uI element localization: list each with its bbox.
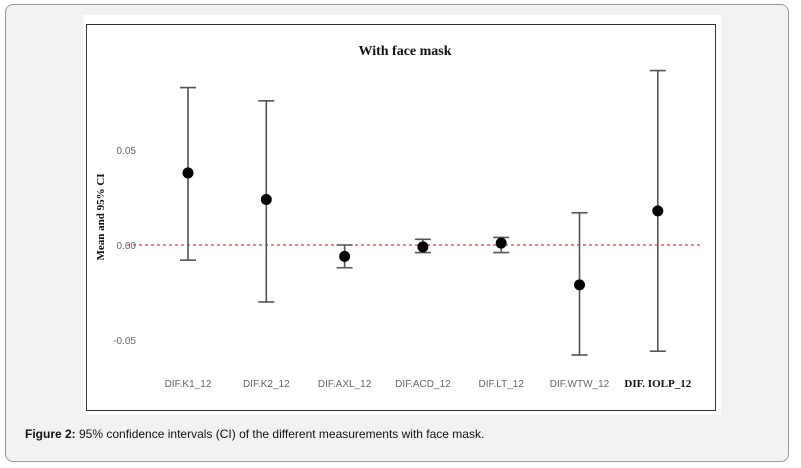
y-tick-label: 0.00 (117, 241, 137, 252)
x-tick-label: DIF.ACD_12 (395, 379, 451, 390)
x-tick-label: DIF.K2_12 (243, 379, 290, 390)
x-tick-label: DIF.AXL_12 (318, 379, 372, 390)
mean-point (495, 237, 507, 249)
mean-point (417, 241, 429, 253)
mean-point (182, 167, 194, 179)
chart: With face mask Mean and 95% CI 0.05 0.00 -… (86, 24, 716, 411)
figure-image (83, 15, 721, 415)
x-tick-label: DIF. IOLP_12 (624, 378, 691, 390)
y-tick-label: -0.05 (113, 336, 136, 347)
x-tick-label: DIF.LT_12 (479, 379, 525, 390)
mean-point (339, 250, 351, 262)
y-axis-label: Mean and 95% CI (95, 173, 107, 260)
chart-title: With face mask (358, 44, 451, 59)
mean-point (574, 279, 585, 291)
chart-svg: With face mask Mean and 95% CI 0.05 0.00 -… (95, 44, 701, 390)
figure-caption: Figure 2: 95% confidence intervals (CI) … (25, 427, 484, 441)
mean-point (260, 193, 272, 205)
x-tick-label: DIF.K1_12 (165, 379, 212, 390)
y-tick-label: 0.05 (117, 146, 137, 157)
caption-label: Figure 2: (25, 427, 76, 441)
x-tick-label: DIF.WTW_12 (550, 379, 610, 390)
mean-point (652, 205, 664, 217)
caption-text: 95% confidence intervals (CI) of the dif… (75, 427, 485, 441)
